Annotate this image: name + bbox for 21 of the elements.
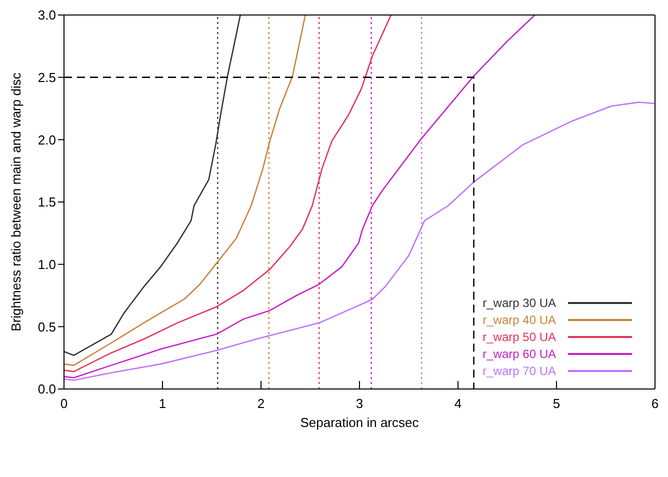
y-tick-label: 1.0 <box>38 256 56 272</box>
y-tick-label: 2.0 <box>38 132 56 148</box>
x-axis-title: Separation in arcsec <box>300 415 420 430</box>
text: r_warp 70 UA <box>482 364 556 378</box>
x-tick-label: 1 <box>158 396 166 412</box>
text: r_warp 40 UA <box>482 312 556 326</box>
x-tick-label: 4 <box>454 396 462 412</box>
y-tick-label: 0.5 <box>38 319 56 334</box>
x-tick-label: 6 <box>651 396 659 412</box>
x-tick-label: 5 <box>552 396 560 412</box>
x-tick-label: 3 <box>356 396 364 412</box>
y-tick-label: 3.0 <box>38 8 56 23</box>
y-tick-label: 1.5 <box>38 194 56 210</box>
x-tick-label: 2 <box>257 396 265 412</box>
x-tick-label: 0 <box>60 396 68 412</box>
y-tick-label: 0.0 <box>38 382 56 397</box>
text: r_warp 50 UA <box>482 330 556 344</box>
text: r_warp 30 UA <box>482 296 556 310</box>
y-tick-label: 2.5 <box>38 70 56 85</box>
text: r_warp 60 UA <box>482 346 556 360</box>
y-axis-title: Brightness ratio between main and warp disc <box>8 72 24 332</box>
